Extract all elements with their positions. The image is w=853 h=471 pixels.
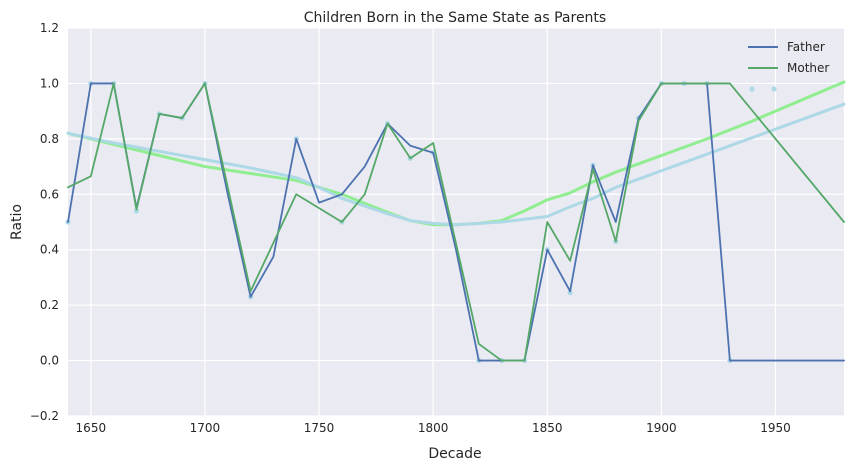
y-axis-label: Ratio bbox=[9, 204, 25, 240]
trend-line bbox=[66, 102, 846, 227]
y-tick-label: 1.0 bbox=[40, 76, 59, 90]
x-tick-label: 1650 bbox=[76, 421, 107, 435]
x-tick-label: 1900 bbox=[646, 421, 677, 435]
y-tick-label: 1.2 bbox=[40, 21, 59, 35]
x-tick-label: 1700 bbox=[190, 421, 221, 435]
y-axis-ticks: −0.2 0.0 0.2 0.4 0.6 0.8 1.0 1.2 bbox=[30, 21, 59, 423]
series-line-mother bbox=[67, 82, 845, 362]
legend-label: Mother bbox=[787, 61, 829, 75]
x-tick-label: 1750 bbox=[304, 421, 335, 435]
scatter-point bbox=[133, 208, 140, 214]
series-layer bbox=[65, 80, 846, 364]
y-tick-label: −0.2 bbox=[30, 409, 59, 423]
legend: Father Mother bbox=[748, 40, 829, 92]
legend-marker bbox=[749, 86, 755, 92]
legend-label: Father bbox=[787, 40, 825, 54]
chart-title: Children Born in the Same State as Paren… bbox=[304, 10, 606, 26]
legend-marker bbox=[771, 86, 777, 92]
plot-background bbox=[68, 28, 844, 416]
x-axis-label: Decade bbox=[428, 446, 481, 462]
x-axis-ticks: 1650 1700 1750 1800 1850 1900 1950 bbox=[76, 421, 791, 435]
x-tick-label: 1800 bbox=[418, 421, 449, 435]
y-tick-label: 0.4 bbox=[40, 243, 59, 257]
x-tick-label: 1850 bbox=[532, 421, 563, 435]
x-tick-label: 1950 bbox=[760, 421, 791, 435]
y-tick-label: 0.2 bbox=[40, 298, 59, 312]
y-tick-label: 0.8 bbox=[40, 132, 59, 146]
scatter-point bbox=[567, 290, 573, 296]
y-tick-label: 0.0 bbox=[40, 354, 59, 368]
y-tick-label: 0.6 bbox=[40, 187, 59, 201]
